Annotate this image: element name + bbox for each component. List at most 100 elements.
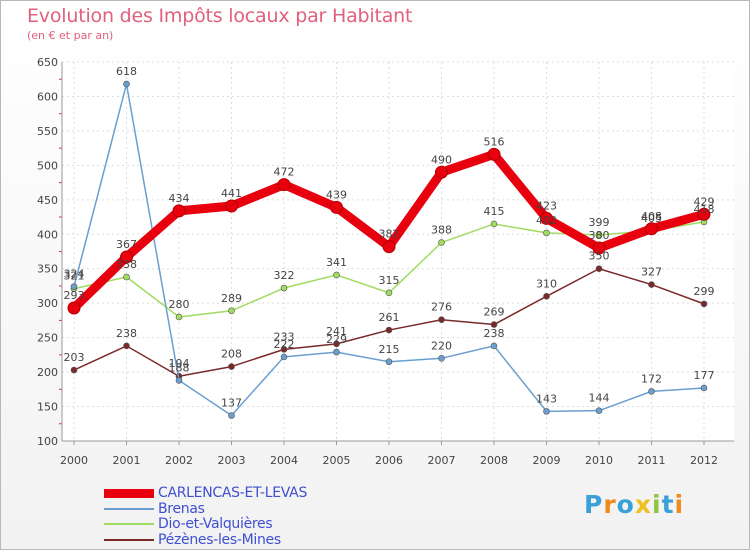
grid [62, 61, 734, 442]
data-label-brenas: 172 [641, 372, 662, 385]
data-point-brenas [385, 358, 393, 366]
data-point-brenas [175, 377, 183, 384]
data-label-dio: 338 [116, 258, 137, 271]
data-point-carlencas [67, 301, 81, 315]
x-tick-label: 2007 [428, 454, 456, 467]
y-tick-label: 650 [37, 56, 58, 69]
legend-swatch-carlencas [104, 488, 154, 498]
data-label-brenas: 177 [694, 369, 715, 382]
data-point-dio [438, 239, 445, 246]
data-label-pezenes: 203 [64, 351, 85, 364]
data-point-carlencas [225, 199, 238, 213]
y-tick-label: 500 [37, 159, 58, 172]
logo-letter: t [661, 490, 675, 519]
data-point-brenas [700, 384, 708, 392]
data-label-dio: 341 [326, 256, 347, 269]
y-tick-label: 550 [37, 125, 58, 138]
data-label-dio: 399 [589, 216, 610, 229]
data-label-dio: 402 [536, 214, 557, 227]
legend-label-pezenes: Pézènes-les-Mines [158, 532, 281, 548]
data-point-carlencas [435, 165, 448, 179]
data-label-pezenes: 276 [431, 301, 452, 314]
data-point-pezenes [490, 321, 498, 328]
data-point-carlencas [277, 178, 291, 192]
data-point-carlencas [592, 241, 606, 255]
data-label-pezenes: 261 [379, 311, 400, 324]
data-label-pezenes: 241 [326, 325, 347, 338]
data-label-carlencas: 367 [116, 238, 137, 251]
data-point-brenas [70, 283, 78, 290]
data-label-brenas: 238 [484, 327, 505, 340]
data-point-dio [123, 273, 130, 281]
data-point-brenas [333, 348, 340, 356]
y-tick-label: 450 [37, 194, 58, 207]
data-label-brenas: 324 [64, 268, 85, 281]
x-tick-label: 2001 [113, 454, 141, 467]
data-point-pezenes [70, 366, 78, 374]
data-point-dio [490, 220, 498, 228]
data-label-carlencas: 408 [641, 210, 662, 223]
data-point-pezenes [438, 316, 445, 324]
data-label-brenas: 229 [326, 333, 347, 346]
data-label-carlencas: 516 [484, 135, 505, 148]
data-point-brenas [543, 408, 550, 415]
data-label-dio: 322 [274, 269, 295, 282]
data-label-carlencas: 380 [589, 229, 610, 242]
data-label-pezenes: 350 [589, 250, 610, 263]
legend-label-brenas: Brenas [158, 501, 205, 517]
data-labels: 293 367 434 441 472 439 382 490 516 423 380 408 429 3… [64, 65, 715, 409]
data-label-carlencas: 472 [274, 166, 295, 179]
data-point-carlencas [697, 207, 711, 221]
data-point-dio [543, 229, 550, 237]
data-point-carlencas [540, 211, 553, 225]
data-point-pezenes [700, 300, 708, 308]
chart-title: Evolution des Impôts locaux par Habitant [27, 5, 413, 27]
data-label-brenas: 618 [116, 65, 137, 78]
data-point-pezenes [648, 281, 655, 288]
data-point-carlencas [382, 240, 396, 254]
data-point-pezenes [385, 326, 393, 334]
data-point-brenas [123, 80, 130, 88]
x-tick-label: 2000 [60, 454, 88, 467]
data-label-pezenes: 327 [641, 266, 662, 279]
data-label-dio: 321 [64, 270, 85, 283]
data-label-carlencas: 382 [379, 228, 400, 241]
series-lines [67, 80, 711, 419]
data-point-pezenes [280, 346, 288, 353]
data-label-pezenes: 310 [536, 277, 557, 290]
x-tick-label: 2003 [218, 454, 246, 467]
y-tick-label: 600 [37, 90, 58, 103]
data-label-dio: 315 [379, 274, 400, 287]
logo-letter: P [584, 490, 604, 519]
data-point-dio [228, 307, 235, 315]
data-point-carlencas [645, 222, 658, 236]
data-point-dio [595, 231, 603, 239]
x-tick-label: 2009 [533, 454, 561, 467]
legend-item-carlencas: CARLENCAS-ET-LEVAS [104, 485, 307, 501]
y-tick-label: 100 [37, 435, 58, 448]
data-label-carlencas: 490 [431, 153, 452, 166]
data-point-brenas [595, 407, 603, 414]
data-label-pezenes: 194 [169, 357, 190, 370]
x-tick-label: 2011 [638, 454, 666, 467]
legend-item-brenas: Brenas [104, 501, 205, 517]
y-tick-label: 350 [37, 263, 58, 276]
legend-label-dio: Dio-et-Valquières [158, 516, 273, 532]
data-point-brenas [648, 388, 655, 395]
data-label-carlencas: 441 [221, 187, 242, 200]
data-label-brenas: 222 [274, 338, 295, 351]
x-tick-label: 2008 [480, 454, 508, 467]
data-point-brenas [228, 412, 235, 419]
x-tick-label: 2002 [165, 454, 193, 467]
y-tick-label: 200 [37, 366, 58, 379]
data-point-brenas [280, 353, 288, 361]
data-point-pezenes [543, 292, 550, 300]
logo-letter: o [616, 490, 635, 519]
logo-letter: i [674, 490, 685, 519]
data-label-carlencas: 293 [64, 289, 85, 302]
data-label-brenas: 215 [379, 343, 400, 356]
data-label-pezenes: 238 [116, 327, 137, 340]
data-point-dio [385, 289, 393, 297]
